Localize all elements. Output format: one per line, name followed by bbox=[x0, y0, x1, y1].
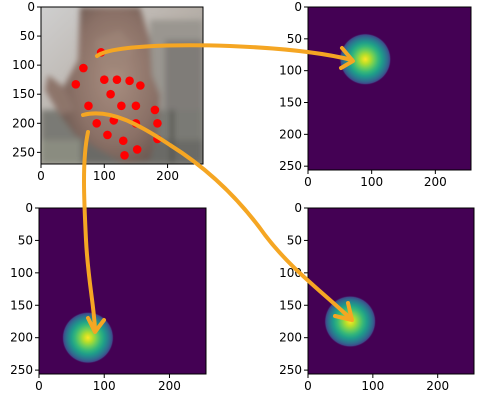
y-tick-label: 250 bbox=[279, 159, 302, 173]
heatmap-2-axes-frame bbox=[38, 207, 207, 375]
arrowhead-heatmap-1 bbox=[339, 46, 355, 70]
y-tick-label: 100 bbox=[10, 266, 33, 280]
arrowhead-heatmap-2 bbox=[86, 316, 106, 334]
heatmap-panel-2: 0 100 200 0 50 100 150 200 250 bbox=[10, 201, 207, 393]
y-tick-label: 250 bbox=[279, 363, 302, 377]
arrow-to-heatmap-1 bbox=[95, 43, 354, 62]
y-tick-label: 50 bbox=[20, 29, 35, 43]
keypoint-dot bbox=[92, 118, 101, 128]
photo-axes-frame bbox=[40, 6, 204, 165]
y-tick-label: 250 bbox=[12, 145, 35, 159]
x-tick-label: 200 bbox=[424, 175, 447, 189]
x-tick-label: 0 bbox=[304, 175, 312, 189]
y-tick-label: 200 bbox=[279, 331, 302, 345]
heatmap-1-peak bbox=[339, 33, 392, 86]
keypoint-dot bbox=[132, 145, 142, 154]
x-tick-label: 100 bbox=[93, 169, 116, 183]
y-tick-label: 0 bbox=[294, 201, 302, 215]
heatmap-3-background bbox=[308, 208, 474, 374]
y-tick-label: 100 bbox=[12, 58, 35, 72]
y-tick-label: 150 bbox=[279, 298, 302, 312]
y-tick-label: 0 bbox=[294, 0, 302, 14]
keypoint-dot bbox=[117, 101, 126, 111]
y-tick-label: 200 bbox=[12, 116, 35, 130]
heatmap-2-axes: 0 100 200 0 50 100 150 200 250 bbox=[10, 201, 181, 393]
y-tick-label: 150 bbox=[10, 298, 33, 312]
heatmap-1-background bbox=[308, 7, 471, 170]
y-tick-label: 200 bbox=[10, 331, 33, 345]
heatmap-2-background bbox=[39, 208, 206, 374]
arrow-to-heatmap-3 bbox=[81, 111, 352, 320]
correspondence-arrows bbox=[81, 43, 355, 334]
keypoint-dot bbox=[120, 150, 129, 160]
keypoint-dot bbox=[136, 81, 145, 90]
keypoint-dot bbox=[125, 76, 134, 86]
keypoint-dot bbox=[79, 63, 88, 73]
keypoint-dot bbox=[99, 75, 109, 84]
y-tick-label: 0 bbox=[25, 201, 33, 215]
y-tick-label: 50 bbox=[287, 32, 302, 46]
x-tick-label: 0 bbox=[35, 379, 43, 393]
keypoint-dot bbox=[106, 89, 115, 99]
y-tick-label: 100 bbox=[279, 64, 302, 78]
y-tick-label: 150 bbox=[12, 87, 35, 101]
keypoint-dot bbox=[112, 75, 122, 84]
heatmap-panel-1: 0 100 200 0 50 100 150 200 250 bbox=[279, 0, 472, 189]
arrow-to-heatmap-2 bbox=[82, 130, 97, 332]
x-tick-label: 100 bbox=[360, 175, 383, 189]
y-tick-label: 0 bbox=[27, 0, 35, 14]
y-tick-label: 200 bbox=[279, 127, 302, 141]
heatmap-3-axes-frame bbox=[307, 207, 475, 375]
x-tick-label: 0 bbox=[37, 169, 45, 183]
x-tick-label: 200 bbox=[156, 169, 179, 183]
photo-panel: 0 100 200 0 50 100 150 200 250 bbox=[12, 0, 204, 183]
keypoint-dot bbox=[150, 105, 160, 115]
photo-axes: 0 100 200 0 50 100 150 200 250 bbox=[12, 0, 179, 183]
keypoint-dot bbox=[153, 118, 162, 128]
keypoint-dot bbox=[71, 80, 81, 89]
keypoint-dot bbox=[118, 136, 128, 146]
keypoint-dot bbox=[131, 101, 141, 111]
y-tick-label: 50 bbox=[287, 233, 302, 247]
y-tick-label: 250 bbox=[10, 363, 33, 377]
x-tick-label: 200 bbox=[426, 379, 449, 393]
heatmap-1-axes-frame bbox=[307, 6, 472, 171]
heatmap-1-axes: 0 100 200 0 50 100 150 200 250 bbox=[279, 0, 447, 189]
arrowhead-heatmap-3 bbox=[333, 301, 354, 322]
x-tick-label: 100 bbox=[361, 379, 384, 393]
x-tick-label: 100 bbox=[93, 379, 116, 393]
keypoint-dot bbox=[84, 101, 93, 111]
y-tick-label: 150 bbox=[279, 96, 302, 110]
y-tick-label: 50 bbox=[18, 233, 33, 247]
keypoint-dot bbox=[103, 130, 112, 140]
x-tick-label: 0 bbox=[304, 379, 312, 393]
x-tick-label: 200 bbox=[158, 379, 181, 393]
